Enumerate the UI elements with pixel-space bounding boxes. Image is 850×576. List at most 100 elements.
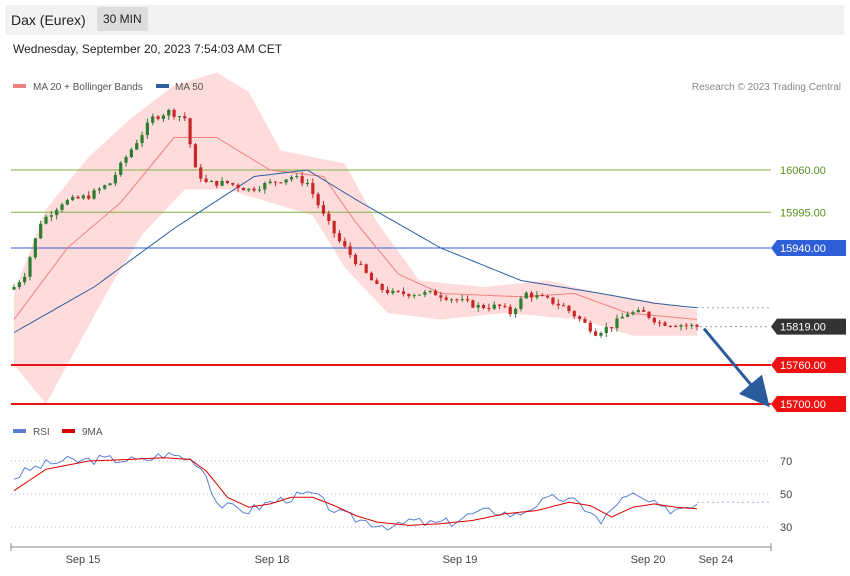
ma9-legend-label: 9MA [82, 427, 103, 438]
candle-body [684, 325, 688, 327]
candle-body [225, 180, 230, 184]
timestamp: Wednesday, September 20, 2023 7:54:03 AM… [13, 42, 283, 56]
candle-body [610, 327, 614, 329]
candle-body [87, 195, 91, 199]
candle-body [663, 322, 667, 326]
candle-body [193, 144, 198, 168]
level-label: 15940.00 [780, 243, 826, 255]
candle-body [305, 183, 310, 185]
candle-body [279, 182, 283, 184]
candle-body [39, 223, 43, 239]
candle-body [44, 216, 48, 224]
level-tag-15700.00 [771, 396, 846, 412]
ma20-legend-swatch [13, 84, 26, 88]
candle-body [332, 220, 336, 234]
candle-body [513, 308, 518, 315]
candle-body [33, 238, 37, 258]
candle-body [113, 174, 117, 184]
candle-body [76, 196, 80, 199]
candle-body [129, 149, 133, 158]
candle-body [444, 297, 448, 300]
candle-body [423, 291, 427, 295]
candle-body [562, 305, 566, 307]
level-tag-15940.00 [771, 240, 846, 256]
candle-body [108, 183, 112, 186]
symbol-title: Dax (Eurex) [11, 12, 86, 28]
candle-body [695, 324, 699, 327]
ma20-legend-label: MA 20 + Bollinger Bands [33, 82, 143, 93]
candle-body [642, 310, 646, 312]
candle-body [177, 116, 182, 118]
candle-body [604, 327, 608, 334]
candle-body [188, 118, 192, 145]
candle-body [81, 195, 85, 199]
candle-body [220, 180, 224, 186]
candle-body [529, 292, 534, 298]
candle-body [12, 287, 16, 290]
candle-body [417, 294, 422, 296]
candle-body [433, 290, 438, 296]
candle-body [460, 299, 464, 301]
candle-body [497, 304, 502, 306]
candle-body [204, 178, 208, 182]
candle-body [311, 183, 315, 195]
candle-body [124, 157, 128, 163]
candle-body [263, 183, 267, 190]
candle-body [551, 297, 555, 304]
x-tick-label: Sep 24 [699, 554, 734, 566]
candle-body [631, 312, 635, 315]
rsi-line [13, 452, 698, 531]
level-label: 15700.00 [780, 399, 826, 411]
candle-body [300, 176, 304, 184]
candle-body [679, 325, 683, 327]
x-tick-label: Sep 18 [255, 554, 290, 566]
ma50-line [13, 169, 698, 333]
candle-body [620, 316, 624, 319]
candle-body [257, 189, 262, 191]
copyright: Research © 2023 Trading Central [692, 82, 841, 93]
ma9-legend-swatch [62, 429, 75, 433]
candle-body [535, 295, 539, 298]
candle-body [167, 109, 171, 116]
candle-body [369, 272, 374, 281]
candle-body [252, 188, 256, 191]
candle-body [241, 188, 246, 191]
candle-body [231, 183, 235, 185]
candle-body [55, 209, 59, 216]
candle-body [449, 299, 454, 301]
candle-body [135, 143, 139, 150]
candle-body [615, 318, 619, 329]
forecast-arrow [702, 327, 770, 408]
candle-body [626, 314, 630, 317]
candle-body [540, 295, 544, 297]
candle-body [199, 167, 203, 179]
candle-body [476, 305, 480, 308]
candle-body [594, 331, 598, 336]
candle-body [545, 296, 550, 298]
x-tick-label: Sep 19 [443, 554, 478, 566]
candle-body [407, 294, 411, 297]
candle-body [316, 194, 320, 206]
candle-body [380, 284, 384, 290]
candle-body [97, 188, 101, 191]
candle-body [519, 298, 523, 309]
candle-body [289, 176, 294, 180]
candle-body [583, 319, 587, 323]
candle-body [161, 115, 166, 119]
candle-body [103, 185, 107, 189]
candle-body [567, 305, 571, 312]
ma50-legend-swatch [156, 84, 169, 88]
candle-body [247, 188, 251, 191]
candle-body [348, 246, 352, 255]
interval-button[interactable]: 30 MIN [97, 7, 148, 31]
candle-body [439, 295, 443, 298]
candle-body [295, 176, 299, 178]
level-label: 15995.00 [780, 207, 826, 219]
candle-body [391, 290, 395, 294]
candle-body [209, 180, 214, 182]
candle-body [690, 324, 694, 326]
candle-body [412, 295, 416, 297]
candle-body [508, 306, 512, 315]
rsi-ma9-line [13, 457, 698, 526]
